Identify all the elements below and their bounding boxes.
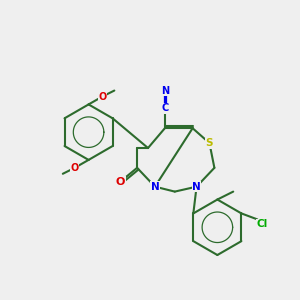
Text: N: N [151,182,159,192]
Text: O: O [116,177,125,187]
Text: S: S [206,138,213,148]
Text: O: O [70,163,79,173]
Text: Cl: Cl [256,219,268,229]
Text: N: N [161,85,169,96]
Text: O: O [98,92,106,101]
Text: C: C [161,103,169,113]
Text: N: N [192,182,201,192]
